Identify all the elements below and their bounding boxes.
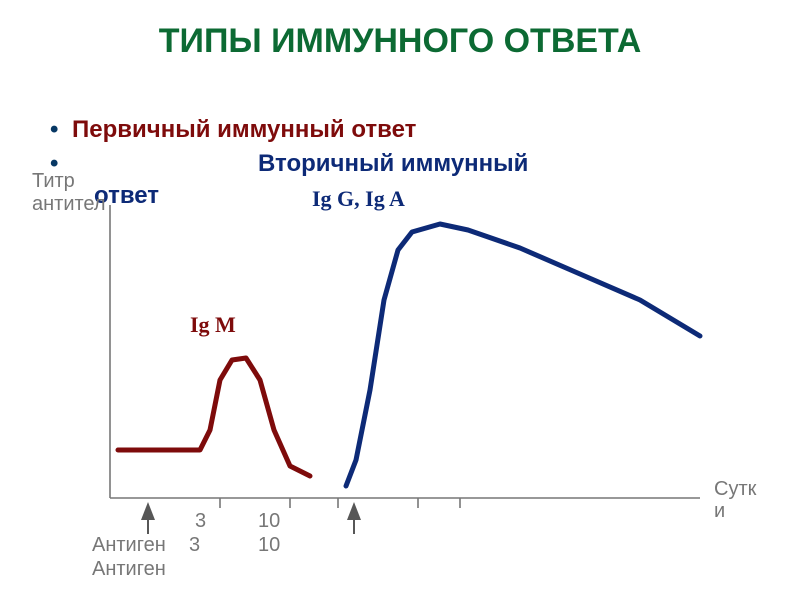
x-tick-label: 10 [258, 534, 280, 557]
x-tick-label: 3 [195, 510, 206, 533]
x-tick-label: Антиген [92, 534, 166, 557]
x-tick-label: 10 [258, 510, 280, 533]
x-tick-label: 3 [189, 534, 200, 557]
x-tick-label: Антиген [92, 558, 166, 581]
chart [0, 0, 800, 600]
